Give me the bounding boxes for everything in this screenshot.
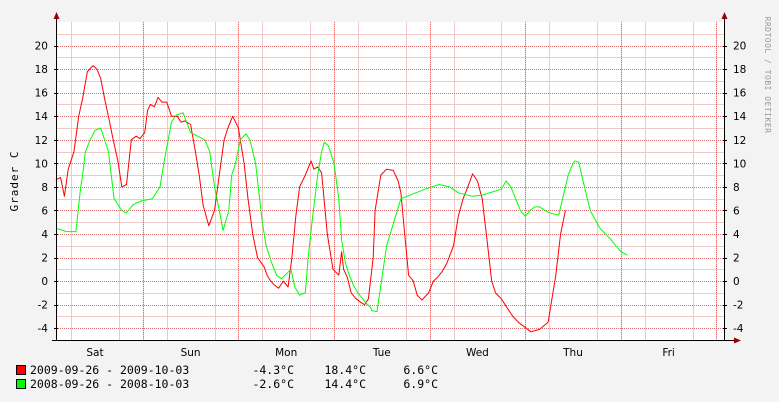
y-tick-label-left: 12 bbox=[35, 135, 48, 147]
legend-label-1: 2009-09-26 - 2009-10-03 bbox=[30, 363, 190, 377]
x-tick-label-tue: Tue bbox=[372, 347, 391, 359]
y-tick-label-right: 0 bbox=[733, 276, 740, 288]
x-tick-label-fri: Fri bbox=[662, 347, 675, 359]
legend-swatch-1 bbox=[16, 365, 26, 375]
y-tick-label-left: 4 bbox=[41, 229, 48, 241]
y-tick-label-left: 6 bbox=[41, 205, 48, 217]
y-tick-label-right: 4 bbox=[733, 229, 740, 241]
y-axis-left-arrow bbox=[53, 12, 60, 19]
y-tick-label-right: 6 bbox=[733, 205, 740, 217]
y-tick-label-left: 20 bbox=[35, 41, 48, 53]
legend-row-2: 2008-09-26 - 2008-10-03 -2.6°C 14.4°C 6.9°C bbox=[16, 377, 438, 391]
x-tick-label-mon: Mon bbox=[275, 347, 297, 359]
y-tick-label-left: 0 bbox=[41, 276, 48, 288]
y-tick-label-right: -4 bbox=[733, 323, 744, 335]
legend-min-1: -4.3°C bbox=[252, 363, 294, 377]
legend-label-2: 2008-09-26 - 2008-10-03 bbox=[30, 377, 190, 391]
y-axis-right-arrow bbox=[721, 12, 728, 19]
x-tick-label-sun: Sun bbox=[181, 347, 201, 359]
legend-min-2: -2.6°C bbox=[252, 377, 294, 391]
y-tick-label-right: 8 bbox=[733, 182, 740, 194]
y-tick-label-left: 18 bbox=[35, 64, 48, 76]
y-tick-label-left: 10 bbox=[35, 158, 48, 170]
series-line-1 bbox=[55, 65, 566, 333]
y-tick-label-right: -2 bbox=[733, 300, 743, 312]
y-tick-label-right: 16 bbox=[733, 88, 747, 100]
legend-max-1: 18.4°C bbox=[324, 363, 366, 377]
series-line-2 bbox=[55, 112, 628, 313]
axes bbox=[52, 12, 741, 344]
y-tick-label-right: 12 bbox=[733, 135, 746, 147]
x-tick-label-wed: Wed bbox=[466, 347, 489, 359]
y-tick-label-left: -2 bbox=[38, 300, 48, 312]
y-tick-label-right: 2 bbox=[733, 253, 740, 265]
y-tick-label-right: 10 bbox=[733, 158, 746, 170]
y-tick-label-left: 14 bbox=[35, 111, 49, 123]
series-layer bbox=[55, 65, 628, 333]
y-tick-label-right: 14 bbox=[733, 111, 747, 123]
y-tick-label-right: 20 bbox=[733, 41, 746, 53]
x-axis-arrow bbox=[734, 337, 741, 344]
legend-max-2: 14.4°C bbox=[324, 377, 366, 391]
y-tick-label-left: 8 bbox=[41, 182, 48, 194]
y-tick-label-left: 2 bbox=[41, 253, 48, 265]
legend-row-1: 2009-09-26 - 2009-10-03 -4.3°C 18.4°C 6.6°C bbox=[16, 363, 438, 377]
minor-grid bbox=[56, 22, 725, 341]
x-tick-label-sat: Sat bbox=[86, 347, 103, 359]
watermark: RRDTOOL / TOBI OETIKER bbox=[763, 17, 772, 134]
x-tick-label-thu: Thu bbox=[562, 347, 583, 359]
y-tick-label-left: 16 bbox=[35, 88, 49, 100]
y-axis-label: Grader C bbox=[8, 151, 21, 212]
y-tick-label-left: -4 bbox=[38, 323, 49, 335]
legend-avg-2: 6.9°C bbox=[403, 377, 438, 391]
y-tick-label-right: 18 bbox=[733, 64, 746, 76]
legend-swatch-2 bbox=[16, 379, 26, 389]
legend-avg-1: 6.6°C bbox=[403, 363, 438, 377]
